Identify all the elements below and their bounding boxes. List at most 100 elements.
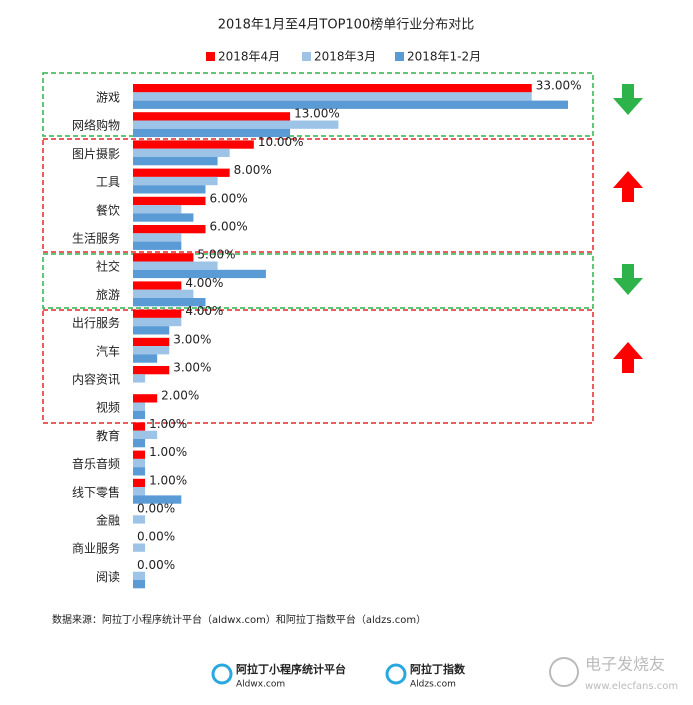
category-label: 社交 xyxy=(96,259,120,274)
bar xyxy=(133,253,194,262)
chart-title: 2018年1月至4月TOP100榜单行业分布对比 xyxy=(218,17,474,33)
category-label: 汽车 xyxy=(96,343,120,358)
value-label: 1.00% xyxy=(149,473,187,487)
bar xyxy=(133,120,339,129)
bar xyxy=(133,309,182,318)
bar xyxy=(133,112,291,121)
logo-url: Aldwx.com xyxy=(236,680,285,690)
value-label: 1.00% xyxy=(149,417,187,431)
bar xyxy=(133,168,230,177)
watermark-icon xyxy=(549,657,579,687)
logo-icon xyxy=(385,663,407,685)
bar xyxy=(133,281,182,290)
bar xyxy=(133,571,146,580)
bar xyxy=(133,467,146,476)
bar xyxy=(133,289,194,298)
arrow-down xyxy=(613,84,643,115)
value-label: 2.00% xyxy=(161,389,199,403)
logo-url: Aldzs.com xyxy=(410,680,456,690)
category-label: 工具 xyxy=(96,175,120,189)
watermark-name: 电子发烧友 xyxy=(585,655,665,674)
category-label: 教育 xyxy=(96,428,120,443)
bar xyxy=(133,84,532,93)
bar xyxy=(133,366,170,375)
box-up xyxy=(42,309,594,424)
legend-label: 2018年3月 xyxy=(314,50,376,64)
bar xyxy=(133,439,146,448)
value-label: 33.00% xyxy=(536,79,582,93)
bar xyxy=(133,157,218,166)
arrow-up xyxy=(613,171,643,202)
value-label: 6.00% xyxy=(210,191,248,205)
box-down xyxy=(42,253,594,309)
value-label: 3.00% xyxy=(173,361,211,375)
bar xyxy=(133,176,218,186)
logo-name: 阿拉丁小程序统计平台 xyxy=(236,662,346,676)
bar xyxy=(133,354,158,363)
arrow-down xyxy=(613,264,643,295)
legend-swatch xyxy=(302,52,311,61)
bar xyxy=(133,515,146,524)
category-label: 阅读 xyxy=(96,570,120,584)
value-label: 0.00% xyxy=(137,502,175,516)
bar xyxy=(133,580,146,589)
bar xyxy=(133,241,182,250)
category-label: 餐饮 xyxy=(96,202,120,217)
highlight-boxes xyxy=(42,72,594,424)
bar xyxy=(133,317,182,327)
logo-name: 阿拉丁指数 xyxy=(410,662,466,676)
bar xyxy=(133,140,254,149)
value-label: 4.00% xyxy=(185,304,223,318)
bar xyxy=(133,543,146,552)
arrow-up xyxy=(613,342,643,373)
bar xyxy=(133,422,146,431)
bar xyxy=(133,205,182,214)
category-label: 旅游 xyxy=(96,288,120,302)
bar xyxy=(133,337,170,347)
value-label: 3.00% xyxy=(173,332,211,346)
source-note: 数据来源：阿拉丁小程序统计平台（aldwx.com）和阿拉丁指数平台（aldzs… xyxy=(52,613,426,626)
bar xyxy=(133,233,182,242)
watermark-url: www.elecfans.com xyxy=(585,681,678,692)
value-label: 13.00% xyxy=(294,107,340,121)
bar xyxy=(133,100,568,109)
category-label: 视频 xyxy=(96,400,120,415)
bar xyxy=(133,261,218,270)
category-label: 内容资讯 xyxy=(72,372,120,387)
bar xyxy=(133,430,158,439)
category-label: 金融 xyxy=(96,513,120,528)
bar xyxy=(133,450,146,459)
category-label: 生活服务 xyxy=(72,231,120,246)
legend-label: 2018年1-2月 xyxy=(407,50,481,64)
arrows xyxy=(613,84,643,373)
bar xyxy=(133,185,206,194)
bar xyxy=(133,478,146,488)
bar xyxy=(133,128,291,138)
category-label: 图片摄影 xyxy=(72,146,120,161)
legend-swatch xyxy=(395,52,404,61)
bar xyxy=(133,213,194,222)
bar xyxy=(133,269,266,279)
bar xyxy=(133,402,146,411)
value-label: 10.00% xyxy=(258,135,304,149)
bar xyxy=(133,410,146,420)
value-label: 4.00% xyxy=(185,276,223,290)
bar xyxy=(133,148,230,157)
box-up xyxy=(42,138,594,253)
bar xyxy=(133,458,146,468)
category-label: 网络购物 xyxy=(72,118,120,133)
logo-icon xyxy=(211,663,233,685)
category-label: 音乐音频 xyxy=(72,456,120,471)
watermark: 电子发烧友 www.elecfans.com xyxy=(549,655,678,692)
value-label: 0.00% xyxy=(137,530,175,544)
bar xyxy=(133,92,532,101)
bar xyxy=(133,196,206,206)
category-label: 出行服务 xyxy=(72,315,120,330)
bar xyxy=(133,374,146,383)
bar xyxy=(133,225,206,234)
bar xyxy=(133,298,206,307)
value-label: 1.00% xyxy=(149,445,187,459)
value-label: 0.00% xyxy=(137,558,175,572)
category-label: 商业服务 xyxy=(72,541,120,556)
